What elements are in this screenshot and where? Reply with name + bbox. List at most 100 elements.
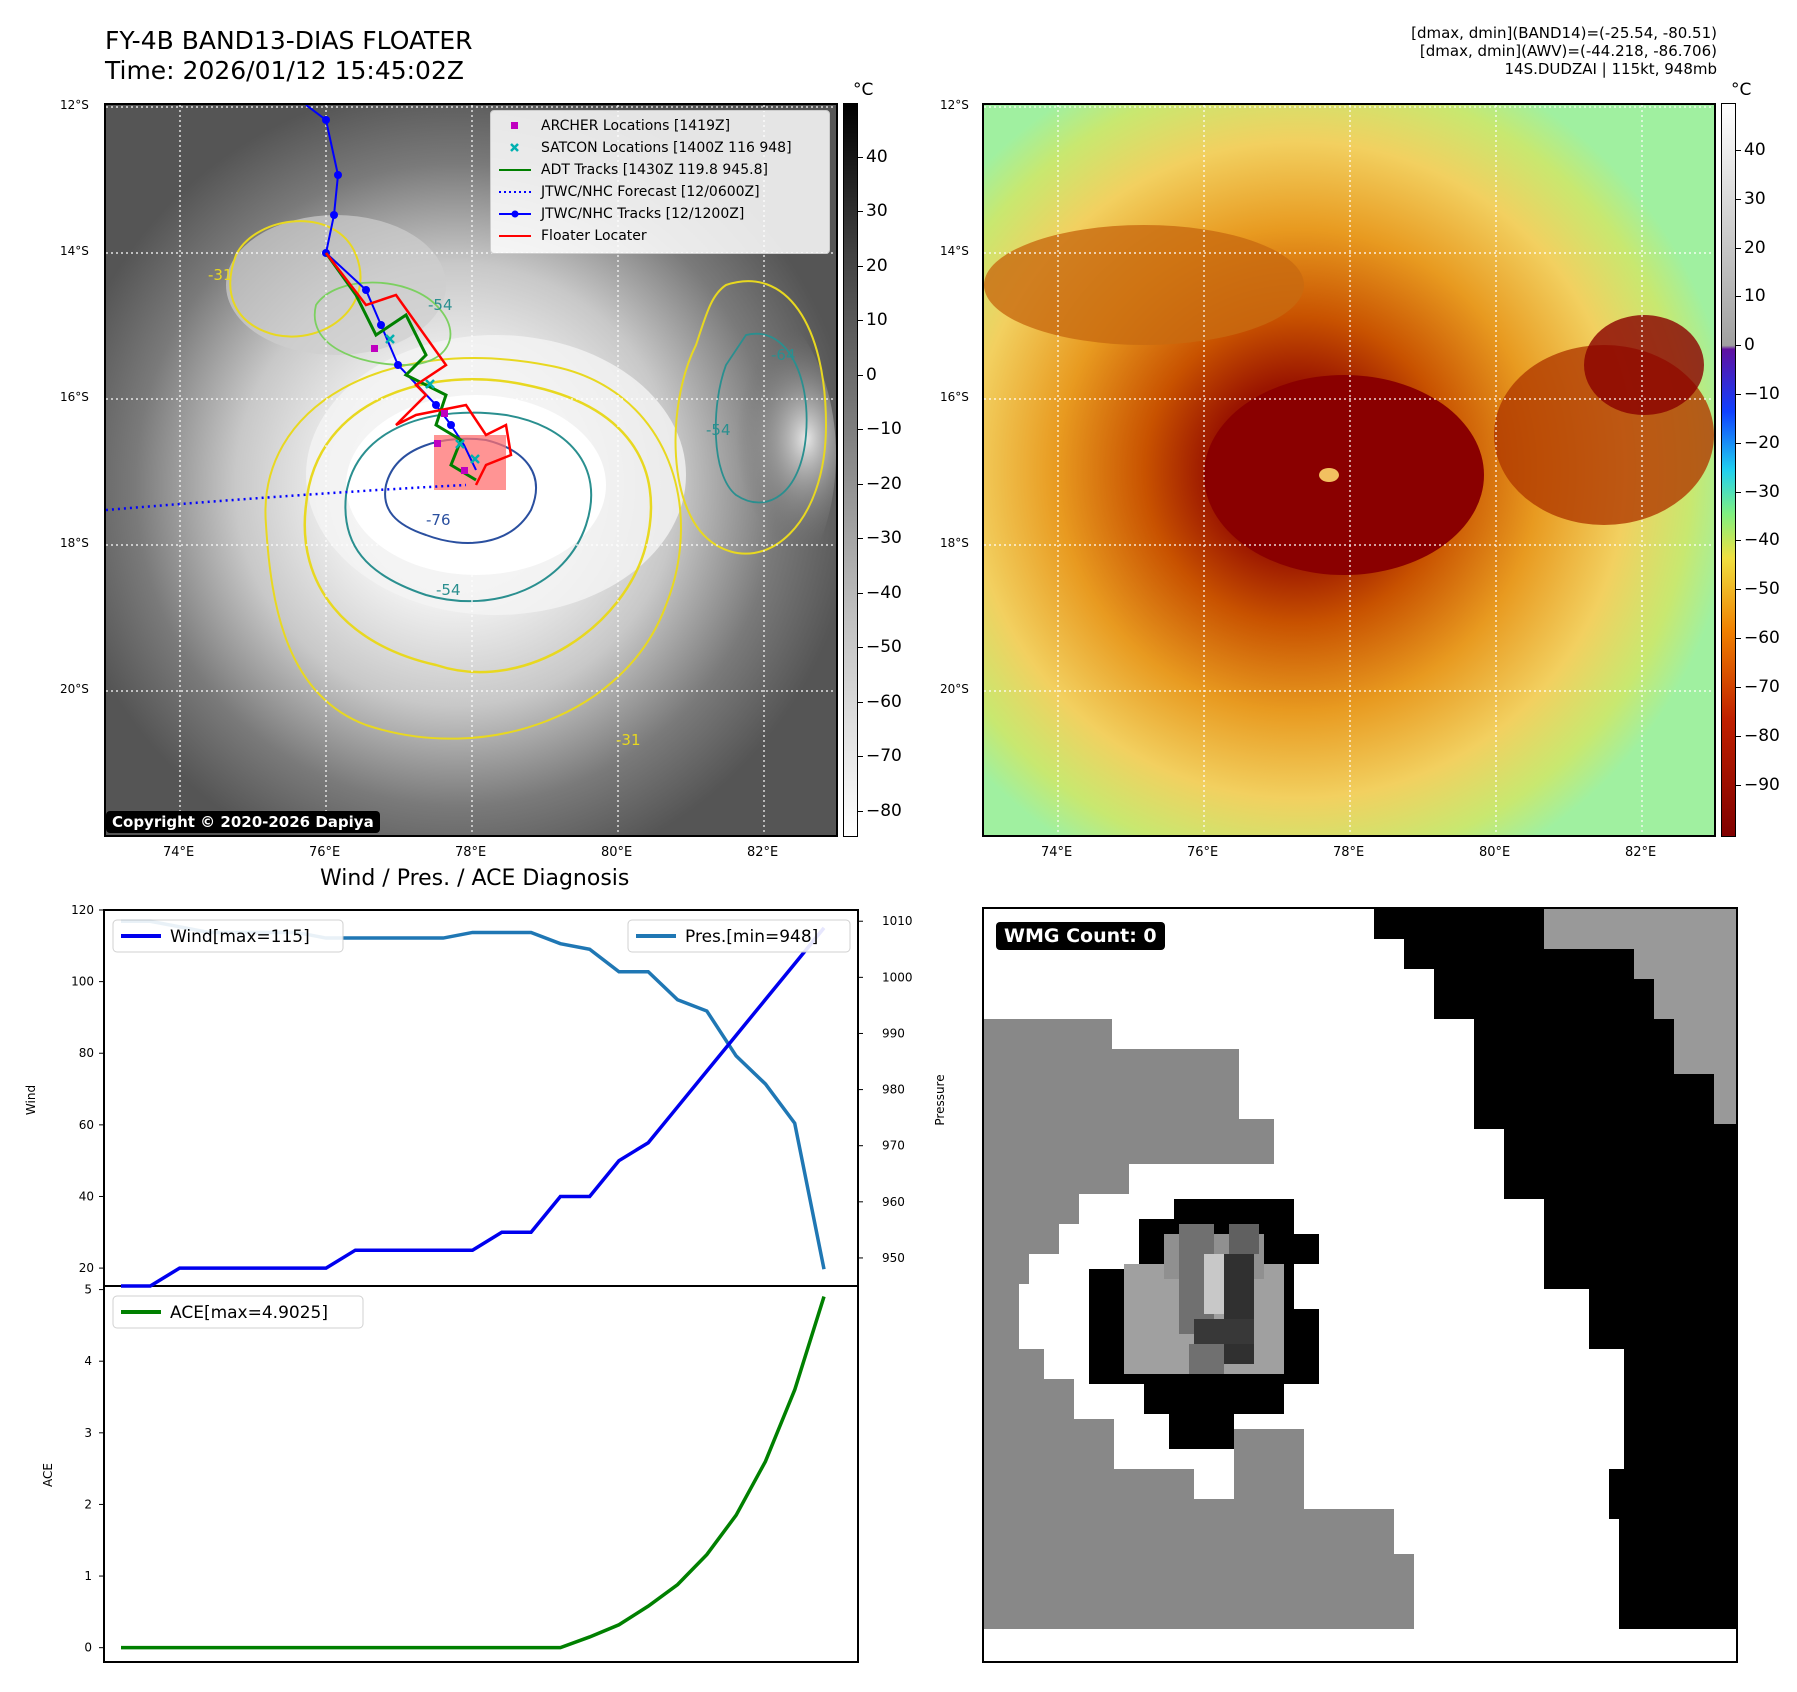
ir-colorbar: [843, 103, 858, 837]
colorbar-tick-label: −50: [1744, 579, 1780, 600]
wind-legend-box: [112, 919, 344, 953]
colorbar-tick-label: 0: [1744, 335, 1755, 356]
colorbar-tick-mark: [858, 701, 863, 703]
wind-tick-label: 80: [79, 1046, 94, 1060]
lon-tick-label: 80°E: [1479, 845, 1511, 860]
forecast-track: [106, 483, 467, 512]
colorbar-tick-mark: [1736, 296, 1741, 298]
color-gridlines: [984, 105, 1714, 835]
figure-title-line2: Time: 2026/01/12 15:45:02Z: [105, 56, 464, 85]
adt-track: [324, 252, 477, 482]
colorbar-tick-mark: [1736, 394, 1741, 396]
colorbar-tick-label: 40: [866, 146, 888, 167]
lat-tick-label: 20°S: [60, 682, 89, 696]
colorbar-tick-mark: [858, 265, 863, 267]
info-line-band14: [dmax, dmin](BAND14)=(-25.54, -80.51): [1411, 24, 1717, 42]
colorbar-tick-label: −70: [866, 746, 902, 767]
wind-pressure-axes: [103, 909, 859, 1287]
ace-axis-label: ACE: [41, 1463, 55, 1487]
wind-tick-label: 40: [79, 1189, 94, 1203]
lon-tick-label: 80°E: [601, 845, 633, 860]
legend-label: JTWC/NHC Tracks [12/1200Z]: [541, 206, 745, 222]
wind-legend-label: Wind[max=115]: [170, 927, 310, 947]
lat-tick-label: 18°S: [940, 536, 969, 550]
legend-marker-icon: [510, 143, 519, 152]
colorbar-tick-label: 10: [1744, 286, 1766, 307]
colorbar-tick-label: −70: [1744, 676, 1780, 697]
legend-marker-icon: [499, 235, 531, 237]
colorbar-tick-mark: [1736, 735, 1741, 737]
pressure-tick-label: 1010: [882, 914, 913, 928]
colorbar-tick-label: −40: [1744, 530, 1780, 551]
colorbar-tick-label: −10: [866, 419, 902, 440]
legend-entry: Floater Locater: [497, 225, 823, 247]
ace-tick-label: 3: [84, 1426, 92, 1440]
pressure-tick-label: 960: [882, 1195, 905, 1209]
figure-title-line1: FY-4B BAND13-DIAS FLOATER: [105, 26, 473, 55]
colorbar-tick-mark: [858, 320, 863, 322]
legend-entry: ARCHER Locations [1419Z]: [497, 115, 823, 137]
pressure-series-line: [121, 919, 826, 1270]
pressure-tick-label: 950: [882, 1251, 905, 1265]
colorbar-tick-label: 30: [1744, 188, 1766, 209]
contour-label: -76: [426, 511, 451, 529]
colorbar-tick-label: −40: [866, 582, 902, 603]
colorbar-tick-label: −60: [1744, 628, 1780, 649]
colorbar-tick-label: −60: [866, 691, 902, 712]
legend-entry: ADT Tracks [1430Z 119.8 945.8]: [497, 159, 823, 181]
pressure-legend-box: [627, 919, 851, 953]
wind-tick-label: 100: [71, 975, 94, 989]
legend-label: SATCON Locations [1400Z 116 948]: [541, 140, 792, 156]
colorbar-tick-mark: [1736, 638, 1741, 640]
lon-tick-label: 82°E: [747, 845, 779, 860]
ace-tick-label: 4: [84, 1354, 92, 1368]
ace-tick-label: 0: [84, 1641, 92, 1655]
lat-tick-label: 14°S: [940, 244, 969, 258]
satcon-points: [385, 334, 480, 464]
ace-tick-label: 1: [84, 1569, 92, 1583]
colorbar-tick-mark: [858, 483, 863, 485]
colorbar-tick-mark: [858, 211, 863, 213]
contour-label: -54: [428, 296, 453, 314]
wmg-black-region: [1374, 909, 1736, 1629]
colorbar-tick-mark: [858, 429, 863, 431]
contour-label: -64: [771, 346, 796, 364]
wmg-svg: [984, 909, 1736, 1629]
legend-entry: SATCON Locations [1400Z 116 948]: [497, 137, 823, 159]
colorbar-tick-mark: [1736, 149, 1741, 151]
archer-points: [371, 345, 468, 474]
legend-marker-icon: [499, 191, 531, 193]
legend-marker-icon: [499, 210, 531, 218]
info-line-awv: [dmax, dmin](AWV)=(-44.218, -86.706): [1419, 42, 1717, 60]
ace-series-line: [121, 1296, 826, 1650]
wmg-panel: WMG Count: 0: [982, 907, 1738, 1663]
pressure-tick-label: 980: [882, 1083, 905, 1097]
colorbar-tick-mark: [858, 592, 863, 594]
color-map-panel: [982, 103, 1716, 837]
ir-legend: ARCHER Locations [1419Z] SATCON Locations…: [490, 110, 830, 254]
info-line-storm: 14S.DUDZAI | 115kt, 948mb: [1504, 60, 1717, 78]
colorbar-tick-label: 0: [866, 364, 877, 385]
wind-axis-label: Wind: [24, 1085, 38, 1115]
lat-tick-label: 18°S: [60, 536, 89, 550]
colorbar-tick-mark: [1736, 345, 1741, 347]
pressure-tick-label: 1000: [882, 970, 913, 984]
colorbar-tick-mark: [858, 538, 863, 540]
lon-tick-label: 82°E: [1625, 845, 1657, 860]
colorbar-tick-label: −80: [866, 801, 902, 822]
ace-tick-label: 5: [84, 1283, 92, 1297]
colorbar-tick-mark: [1736, 442, 1741, 444]
wmg-count-badge: WMG Count: 0: [996, 922, 1165, 950]
ace-legend-box: [112, 1295, 364, 1329]
lat-tick-label: 16°S: [940, 390, 969, 404]
colorbar-tick-mark: [858, 374, 863, 376]
colorbar-tick-label: 10: [866, 310, 888, 331]
colorbar-tick-mark: [1736, 540, 1741, 542]
legend-entry: JTWC/NHC Tracks [12/1200Z]: [497, 203, 823, 225]
floater-locater-track: [325, 252, 513, 486]
color-colorbar-unit: °C: [1731, 80, 1752, 100]
color-colorbar: [1721, 103, 1736, 837]
info-block: [dmax, dmin](BAND14)=(-25.54, -80.51) [d…: [1411, 24, 1717, 78]
colorbar-tick-label: −50: [866, 637, 902, 658]
colorbar-tick-mark: [1736, 491, 1741, 493]
